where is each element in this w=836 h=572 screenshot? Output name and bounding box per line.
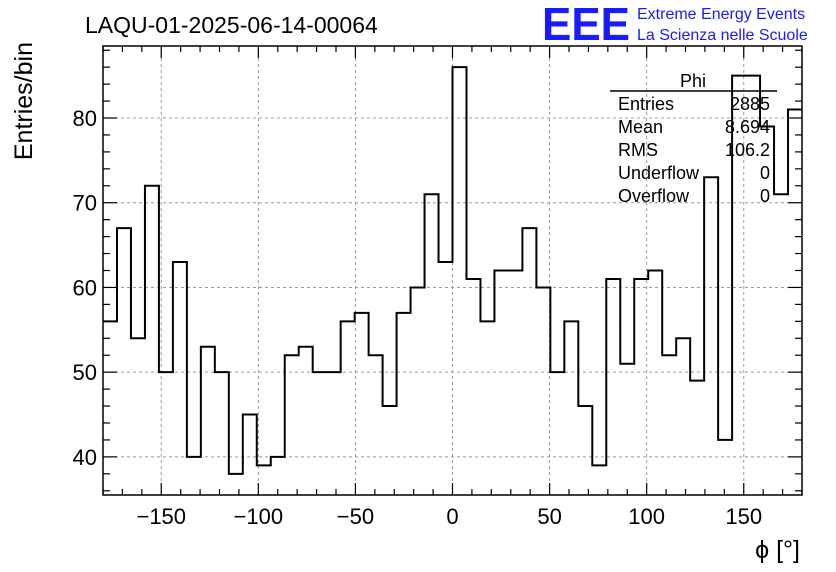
stats-label-underflow: Underflow bbox=[618, 163, 700, 183]
stats-value-overflow: 0 bbox=[760, 186, 770, 206]
logo-mark: EEE bbox=[542, 0, 630, 50]
chart-title: LAQU-01-2025-06-14-00064 bbox=[85, 12, 378, 38]
stats-box: Phi Entries 2885 Mean 8.694 RMS 106.2 Un… bbox=[610, 71, 777, 206]
x-tick-label: −50 bbox=[337, 504, 374, 529]
x-axis-label: ϕ [°] bbox=[755, 536, 800, 564]
x-tick-label: 100 bbox=[628, 504, 665, 529]
stats-label-rms: RMS bbox=[618, 140, 658, 160]
y-tick-label: 70 bbox=[73, 191, 97, 216]
logo-line-2: La Scienza nelle Scuole bbox=[637, 27, 808, 44]
y-tick-label: 80 bbox=[73, 106, 97, 131]
stats-value-rms: 106.2 bbox=[725, 140, 770, 160]
stats-value-entries: 2885 bbox=[730, 94, 770, 114]
x-tick-label: 150 bbox=[725, 504, 762, 529]
y-tick-label: 50 bbox=[73, 360, 97, 385]
stats-title: Phi bbox=[680, 71, 706, 91]
y-tick-label: 40 bbox=[73, 445, 97, 470]
x-tick-label: 0 bbox=[446, 504, 458, 529]
x-tick-label: 50 bbox=[537, 504, 561, 529]
stats-label-entries: Entries bbox=[618, 94, 674, 114]
x-tick-label: −150 bbox=[136, 504, 186, 529]
stats-label-mean: Mean bbox=[618, 117, 663, 137]
grid-lines bbox=[103, 46, 802, 495]
stats-value-mean: 8.694 bbox=[725, 117, 770, 137]
x-tick-labels: −150 −100 −50 0 50 100 150 bbox=[136, 504, 762, 529]
axis-ticks bbox=[102, 46, 803, 495]
stats-value-underflow: 0 bbox=[760, 163, 770, 183]
logo-line-1: Extreme Energy Events bbox=[637, 6, 805, 23]
y-tick-label: 60 bbox=[73, 275, 97, 300]
y-axis-label: Entries/bin bbox=[10, 42, 38, 160]
y-tick-labels: 40 50 60 70 80 bbox=[73, 106, 97, 470]
stats-label-overflow: Overflow bbox=[618, 186, 690, 206]
x-tick-label: −100 bbox=[234, 504, 284, 529]
histogram-line bbox=[103, 66, 802, 475]
eee-logo: EEE Extreme Energy Events La Scienza nel… bbox=[542, 0, 808, 50]
